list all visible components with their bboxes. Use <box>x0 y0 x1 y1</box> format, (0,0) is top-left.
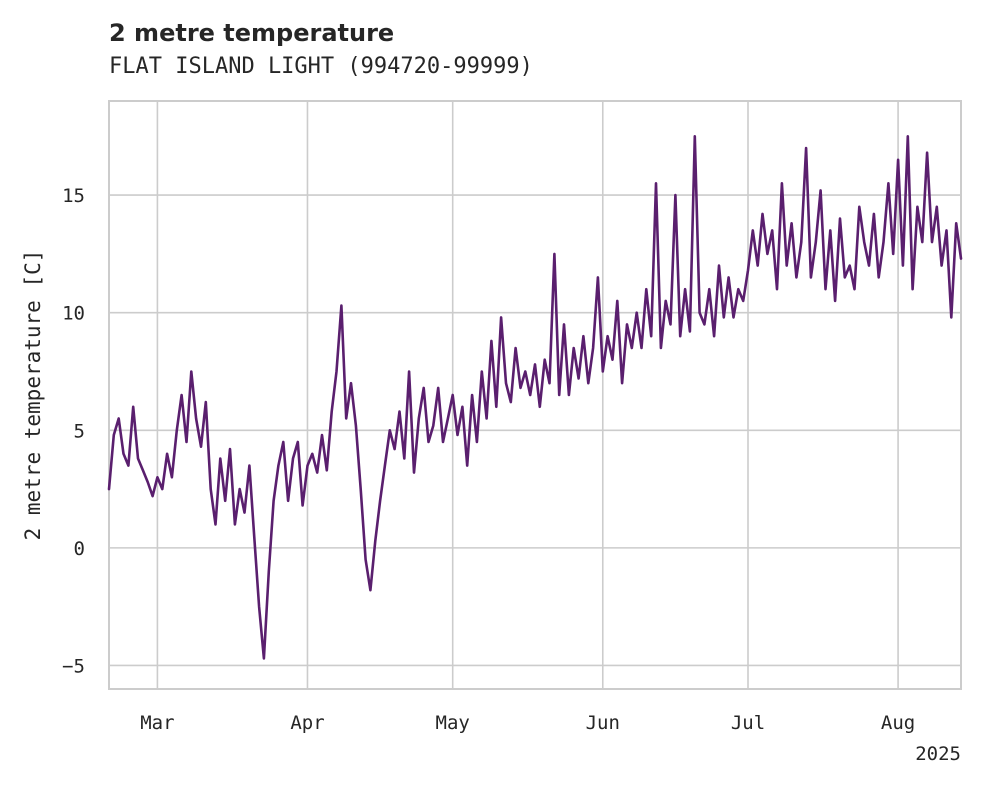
x-tick-label: Apr <box>290 712 324 734</box>
x-tick-labels: Mar Apr May Jun Jul Aug <box>140 712 915 734</box>
x-tick-label: May <box>436 712 470 734</box>
series-line <box>107 135 963 660</box>
x-tick-label: Jun <box>586 712 620 734</box>
y-tick-label: 5 <box>74 420 85 442</box>
y-tick-label: 10 <box>62 303 85 325</box>
y-tick-label: 0 <box>74 538 85 560</box>
x-axis-year-label: 2025 <box>915 743 961 765</box>
y-tick-label: −5 <box>62 655 85 677</box>
x-tick-label: Mar <box>140 712 174 734</box>
y-tick-labels: −5 0 5 10 15 <box>62 185 85 677</box>
y-tick-label: 15 <box>62 185 85 207</box>
y-gridlines <box>109 194 961 667</box>
x-tick-label: Aug <box>881 712 915 734</box>
plot-frame <box>108 100 962 690</box>
x-tick-label: Jul <box>731 712 765 734</box>
chart-title: 2 metre temperature <box>109 19 394 47</box>
y-axis-label: 2 metre temperature [C] <box>21 250 45 541</box>
chart-subtitle: FLAT ISLAND LIGHT (994720-99999) <box>109 54 533 79</box>
x-gridlines <box>156 101 899 689</box>
series-layer <box>107 135 963 660</box>
